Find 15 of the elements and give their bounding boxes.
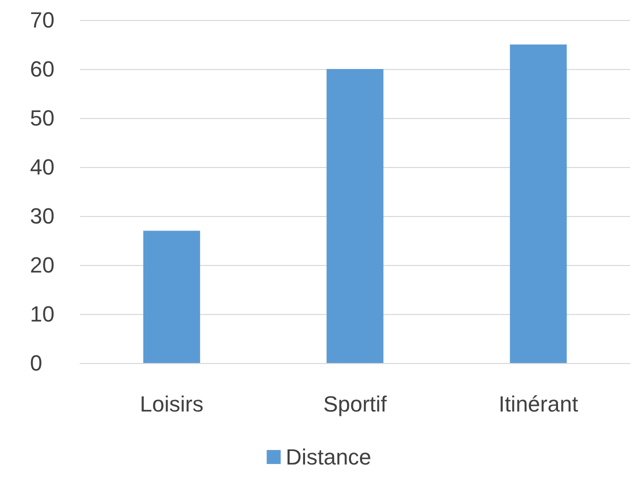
- y-tick-label: 40: [30, 154, 54, 180]
- y-tick-label: 0: [30, 350, 42, 376]
- legend-label: Distance: [286, 444, 372, 470]
- bar: [326, 69, 384, 363]
- y-tick-label: 30: [30, 204, 54, 228]
- y-tick-label: 20: [30, 252, 54, 278]
- y-tick-label: 50: [30, 106, 54, 130]
- bar: [143, 230, 200, 363]
- x-tick-label: Loisirs: [140, 392, 204, 416]
- y-tick-label: 10: [30, 302, 54, 326]
- x-tick-label: Sportif: [323, 392, 388, 416]
- bar: [510, 44, 567, 363]
- y-tick-label: 60: [30, 56, 54, 82]
- y-tick-label: 70: [30, 8, 54, 32]
- x-tick-label: Itinérant: [498, 392, 578, 416]
